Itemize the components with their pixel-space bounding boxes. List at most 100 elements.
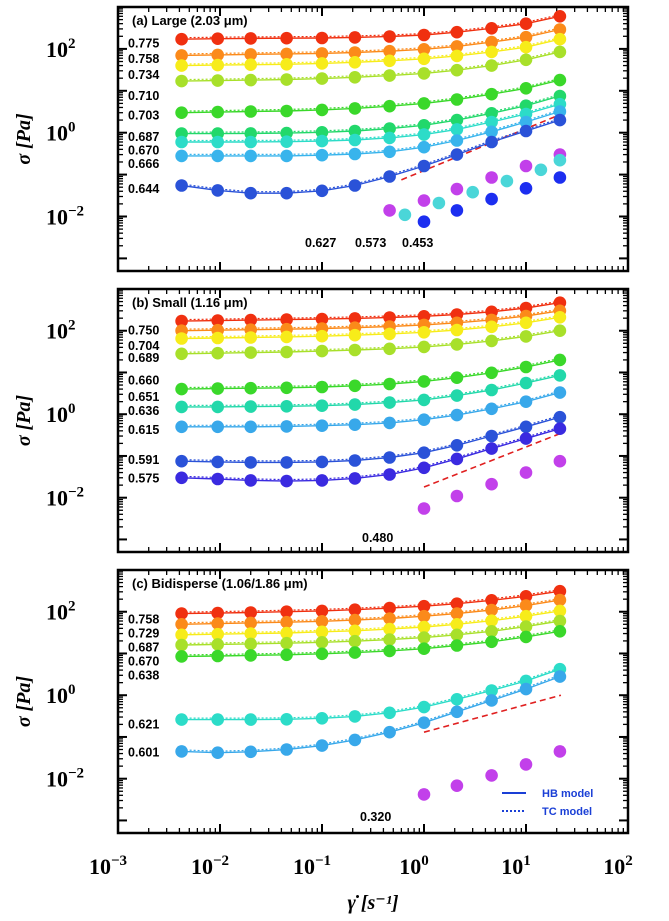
data-point	[519, 40, 533, 54]
data-point	[553, 670, 567, 683]
data-point	[244, 381, 257, 395]
data-point	[244, 186, 257, 200]
data-point	[280, 713, 293, 726]
data-point	[450, 408, 464, 422]
data-point	[519, 420, 533, 434]
y-tick-label: 10−2	[46, 485, 84, 511]
data-point	[519, 376, 533, 390]
data-point	[315, 455, 329, 469]
y-tick-label: 100	[46, 401, 76, 427]
data-point	[485, 694, 498, 707]
data-point	[211, 32, 224, 45]
data-point	[417, 393, 431, 407]
data-point	[280, 330, 293, 344]
data-point	[280, 104, 293, 118]
data-point	[519, 82, 533, 95]
data-point	[553, 311, 567, 324]
data-point	[553, 625, 567, 638]
volume-fraction-label: 0.703	[128, 108, 159, 122]
data-point	[244, 58, 257, 71]
data-point	[280, 615, 293, 629]
data-point	[211, 627, 224, 641]
data-point	[315, 380, 329, 394]
data-point	[519, 17, 533, 31]
data-point	[348, 312, 362, 325]
data-point	[175, 59, 188, 72]
data-point	[348, 634, 362, 648]
volume-fraction-label: 0.734	[128, 68, 159, 82]
data-point	[383, 416, 396, 430]
data-point	[383, 122, 396, 135]
panels: 102 100 10−2 σ [Pa] (a) Large (2.03 μm) 0.775…	[13, 5, 630, 835]
data-point	[450, 148, 464, 161]
data-point	[383, 54, 396, 68]
data-point	[485, 115, 498, 129]
data-point	[485, 320, 498, 334]
data-point	[315, 329, 329, 343]
data-point	[485, 614, 498, 627]
data-point	[519, 360, 533, 374]
data-point	[519, 30, 533, 44]
data-point	[519, 599, 533, 612]
data-point	[383, 311, 396, 324]
data-point	[175, 106, 188, 119]
y-tick-label: 10−2	[46, 203, 84, 229]
data-point	[450, 618, 464, 631]
data-point	[211, 184, 224, 197]
data-point	[450, 452, 464, 466]
data-point	[383, 131, 396, 145]
data-point	[348, 343, 362, 357]
data-point	[211, 617, 224, 630]
data-point	[280, 186, 293, 200]
data-point	[244, 331, 257, 344]
data-point	[417, 128, 431, 141]
data-point	[417, 599, 431, 613]
data-point	[519, 124, 533, 138]
volume-fraction-label: 0.627	[305, 236, 336, 250]
data-point	[211, 48, 224, 62]
data-point	[450, 93, 464, 106]
data-point	[348, 454, 362, 467]
data-point	[348, 46, 362, 59]
data-point	[315, 148, 329, 162]
data-point	[519, 159, 533, 173]
data-point	[383, 44, 396, 58]
data-point	[348, 472, 362, 485]
data-point	[519, 590, 533, 603]
volume-fraction-label: 0.670	[128, 143, 159, 157]
data-point	[175, 347, 188, 361]
data-point	[485, 625, 498, 638]
data-point	[280, 73, 293, 86]
data-point	[450, 597, 464, 610]
x-tick-label: 102	[603, 853, 633, 879]
data-point	[348, 179, 362, 192]
data-point	[348, 379, 362, 393]
data-point	[398, 208, 412, 222]
data-point	[485, 442, 498, 455]
data-point	[244, 400, 257, 413]
data-point	[553, 171, 567, 184]
tc-fit-line	[181, 373, 561, 406]
data-point	[450, 389, 464, 402]
data-point	[485, 135, 498, 149]
panel-title: (b) Small (1.16 μm)	[132, 295, 248, 310]
data-point	[211, 713, 224, 726]
data-point	[417, 215, 431, 228]
data-point	[244, 32, 257, 45]
data-point	[450, 693, 464, 706]
volume-fraction-label: 0.573	[355, 236, 386, 250]
data-point	[348, 624, 362, 638]
data-point	[383, 644, 396, 658]
data-point	[211, 420, 224, 434]
data-point	[280, 420, 293, 433]
data-point	[280, 345, 293, 359]
data-point	[417, 620, 431, 634]
data-point	[211, 649, 224, 663]
data-point	[553, 9, 567, 23]
volume-fraction-label: 0.666	[128, 157, 159, 171]
data-point	[417, 631, 431, 644]
data-point	[244, 649, 257, 662]
data-point	[383, 396, 396, 409]
data-point	[211, 472, 224, 486]
volume-fraction-label: 0.775	[128, 36, 159, 50]
